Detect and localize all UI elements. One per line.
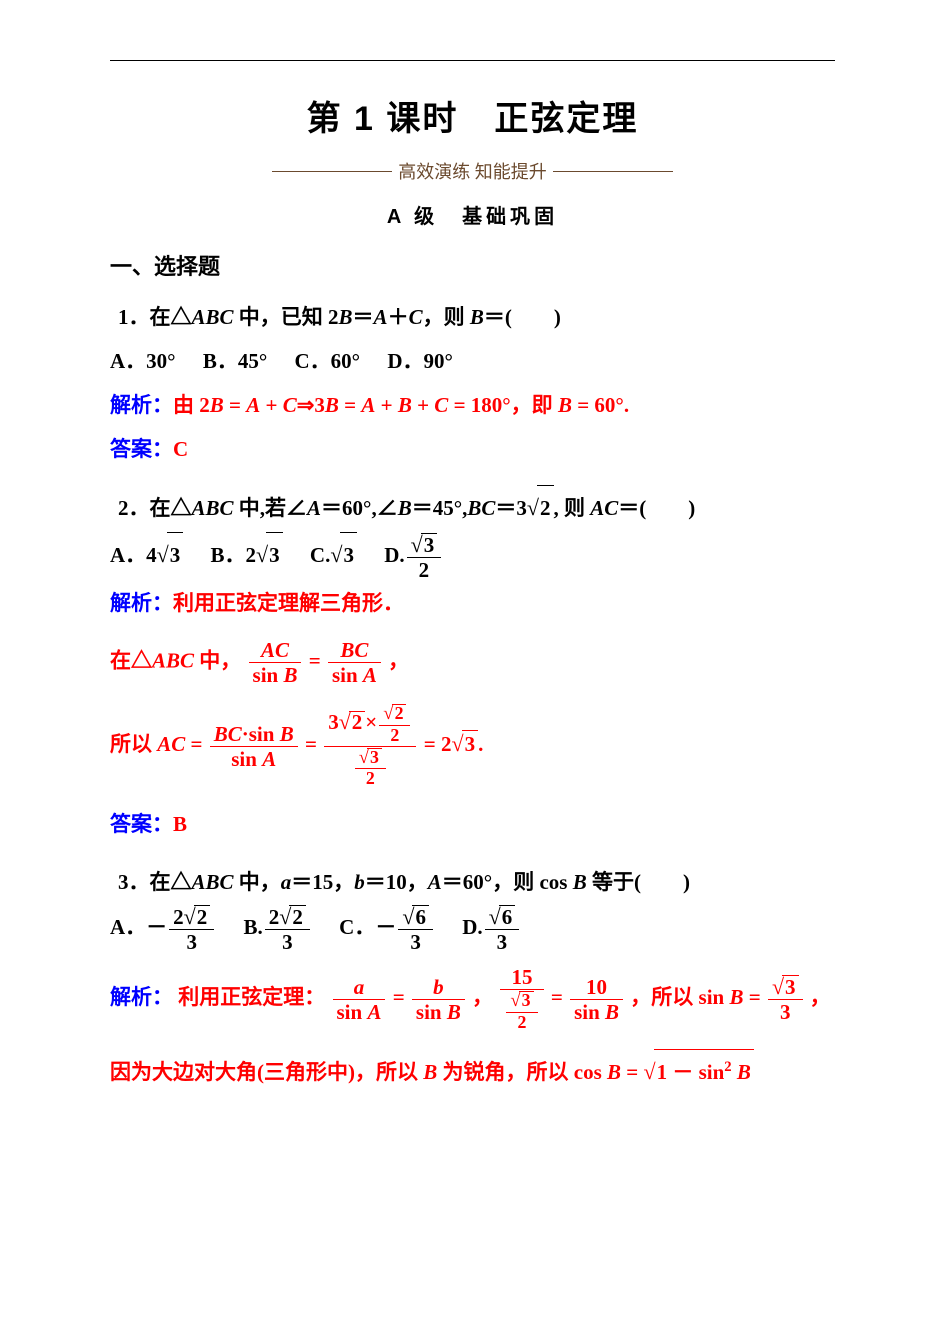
q3-analysis-l1: 解析： 利用正弦定理： asin A = bsin B ， 15√32 = 10…	[110, 967, 835, 1032]
q2-num: 2．	[118, 496, 150, 520]
q3-opt-b: B.2√23	[244, 905, 312, 953]
q3-opt-a: A．－2√23	[110, 905, 216, 953]
q2-answer: 答案：B	[110, 802, 835, 846]
q2-analysis-l3: 所以 AC = BC·sin Bsin A = 3√2×√22 √32 = 2√…	[110, 704, 835, 788]
q1-answer: 答案：C	[110, 427, 835, 471]
q3-opt-d: D.√63	[462, 905, 521, 953]
subtitle-text: 高效演练 知能提升	[392, 158, 553, 184]
q3-options: A．－2√23 B.2√23 C．－√63 D.√63	[110, 905, 835, 953]
section-heading: 一、选择题	[110, 249, 835, 281]
subtitle-row: 高效演练 知能提升	[110, 158, 835, 184]
level-heading: A 级 基础巩固	[110, 200, 835, 229]
q2-analysis-l1: 解析：利用正弦定理解三角形．	[110, 581, 835, 625]
q1-opt-a: A．30°	[110, 339, 176, 383]
q2-analysis-l2: 在△ABC 中， ACsin B = BCsin A ，	[110, 639, 835, 686]
q3-analysis-l2: 因为大边对大角(三角形中)，所以 B 为锐角，所以 cos B = √1 － s…	[110, 1049, 835, 1095]
q2-options: A．4√3 B．2√3 C.√3 D.√32	[110, 532, 835, 581]
q1-opt-c: C．60°	[294, 339, 360, 383]
page: 第 1 课时 正弦定理 高效演练 知能提升 A 级 基础巩固 一、选择题 1．在…	[0, 0, 945, 1337]
q1-opt-b: B．45°	[203, 339, 267, 383]
q1-opt-d: D．90°	[387, 339, 453, 383]
q1-options: A．30° B．45° C．60° D．90°	[110, 339, 835, 383]
q1-analysis: 解析：由 2B = A + C⇒3B = A + B + C = 180°，即 …	[110, 383, 835, 427]
q3-num: 3．	[118, 870, 150, 894]
subtitle-line-left	[272, 171, 392, 172]
q3-stem: 3．在△ABC 中，a＝15，b＝10，A＝60°，则 cos B 等于( )	[118, 860, 835, 904]
q2-opt-d: D.√32	[384, 533, 443, 581]
q2-opt-b: B．2√3	[211, 532, 283, 578]
subtitle-line-right	[553, 171, 673, 172]
top-rule	[110, 60, 835, 61]
q2-stem: 2．在△ABC 中,若∠A＝60°,∠B＝45°,BC＝3√2, 则 AC＝( …	[118, 485, 835, 531]
page-title: 第 1 课时 正弦定理	[110, 91, 835, 140]
answer-label: 答案：	[110, 437, 173, 461]
q1-answer-value: C	[173, 437, 188, 461]
q1-num: 1．	[118, 305, 150, 329]
q2-opt-a: A．4√3	[110, 532, 183, 578]
q3-opt-c: C．－√63	[339, 905, 435, 953]
q1-stem: 1．在△ABC 中，已知 2B＝A＋C，则 B＝( )	[118, 295, 835, 339]
analysis-label: 解析：	[110, 393, 173, 417]
q2-opt-c: C.√3	[310, 532, 357, 578]
